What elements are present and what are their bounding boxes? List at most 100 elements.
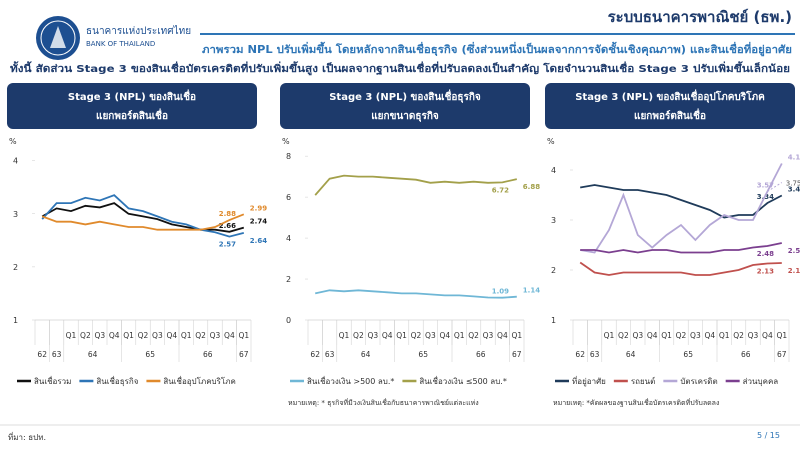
series-line — [579, 261, 782, 276]
legend-label: สินเชื่ออุปโภคบริโภค — [163, 375, 236, 386]
x-group-label: 67 — [239, 350, 249, 359]
data-label: 4.13 — [788, 154, 800, 162]
x-tick-label: Q2 — [195, 331, 206, 340]
x-group-label: 64 — [88, 350, 98, 359]
x-tick-label: Q1 — [776, 331, 787, 340]
x-tick-label: Q3 — [425, 331, 436, 340]
x-tick-label: Q4 — [224, 331, 235, 340]
x-tick-label: Q3 — [210, 331, 221, 340]
y-tick-label: 1 — [13, 316, 18, 325]
x-group-label: 64 — [626, 350, 636, 359]
x-tick-label: Q3 — [152, 331, 163, 340]
footnote: หมายเหตุ: * ธุรกิจที่มีวงเงินสินเชื่อกับ… — [288, 398, 479, 407]
series-line — [314, 174, 518, 196]
x-tick-label: Q3 — [483, 331, 494, 340]
y-tick-label: 6 — [286, 193, 291, 202]
legend-label: สินเชื่อรวม — [34, 375, 72, 386]
x-tick-label: Q2 — [411, 331, 422, 340]
x-tick-label: Q4 — [704, 331, 715, 340]
x-tick-label: Q2 — [733, 331, 744, 340]
x-group-label: 62 — [575, 350, 585, 359]
chart-subtitle: แยกขนาดธุรกิจ — [371, 110, 439, 122]
x-group-label: 64 — [361, 350, 371, 359]
y-tick-label: 2 — [551, 266, 556, 275]
series-line — [580, 163, 783, 254]
y-axis-label: % — [9, 137, 17, 146]
x-tick-label: Q2 — [618, 331, 629, 340]
series-line — [41, 202, 245, 233]
org-name-th: ธนาคารแห่งประเทศไทย — [86, 25, 191, 37]
source: ที่มา: ธปท. — [8, 431, 46, 442]
y-tick-label: 4 — [551, 166, 556, 175]
x-group-label: 63 — [52, 350, 62, 359]
x-group-label: 67 — [512, 350, 522, 359]
x-tick-label: Q3 — [690, 331, 701, 340]
y-tick-label: 8 — [286, 152, 291, 161]
data-label: 2.13 — [757, 268, 774, 276]
y-axis-label: % — [282, 137, 290, 146]
x-tick-label: Q2 — [676, 331, 687, 340]
x-group-label: 65 — [145, 350, 155, 359]
data-label: 3.57 — [757, 182, 774, 190]
legend-label: สินเชื่อธุรกิจ — [96, 375, 138, 386]
data-label: 2.54 — [788, 247, 800, 255]
y-tick-label: 2 — [13, 263, 18, 272]
x-group-label: 62 — [310, 350, 320, 359]
legend-label: บัตรเครดิต — [680, 377, 717, 386]
data-label: 2.74 — [250, 218, 267, 226]
chart-title: Stage 3 (NPL) ของสินเชื่อธุรกิจ — [329, 89, 481, 103]
x-group-label: 65 — [683, 350, 693, 359]
x-tick-label: Q4 — [382, 331, 393, 340]
x-tick-label: Q1 — [66, 331, 77, 340]
page-number: 5 / 15 — [757, 431, 780, 440]
data-label: 1.14 — [523, 287, 540, 295]
x-tick-label: Q3 — [632, 331, 643, 340]
data-label: 6.72 — [492, 186, 509, 194]
x-tick-label: Q4 — [166, 331, 177, 340]
data-label: 1.09 — [492, 288, 509, 296]
x-group-label: 63 — [590, 350, 600, 359]
panel-header — [7, 83, 257, 129]
legend-label: สินเชื่อวงเงิน >500 ลบ.* — [307, 375, 395, 386]
org-name-en: BANK OF THAILAND — [86, 40, 155, 48]
slide-title: ระบบธนาคารพาณิชย์ (ธพ.) — [608, 8, 792, 26]
annotation: 3.75* — [786, 180, 800, 188]
x-tick-label: Q3 — [367, 331, 378, 340]
y-tick-label: 4 — [286, 234, 291, 243]
x-tick-label: Q1 — [339, 331, 350, 340]
x-tick-label: Q4 — [762, 331, 773, 340]
x-tick-label: Q1 — [396, 331, 407, 340]
x-tick-label: Q3 — [94, 331, 105, 340]
x-group-label: 66 — [203, 350, 213, 359]
x-group-label: 62 — [37, 350, 47, 359]
legend-label: รถยนต์ — [631, 376, 656, 386]
y-tick-label: 4 — [13, 157, 18, 166]
chart-title: Stage 3 (NPL) ของสินเชื่ออุปโภคบริโภค — [575, 89, 765, 103]
y-tick-label: 1 — [551, 316, 556, 325]
x-tick-label: Q4 — [439, 331, 450, 340]
annotation-mark — [767, 182, 783, 192]
y-tick-label: 0 — [286, 316, 291, 325]
series-line — [41, 194, 245, 238]
data-label: 2.88 — [219, 210, 236, 218]
data-label: 2.57 — [219, 241, 236, 249]
chart-subtitle: แยกพอร์ตสินเชื่อ — [96, 108, 168, 122]
series-line — [580, 184, 783, 219]
x-tick-label: Q2 — [353, 331, 364, 340]
footnote: หมายเหตุ: *คัดผลของฐานสินเชื่อบัตรเครดิต… — [553, 398, 719, 407]
x-tick-label: Q2 — [138, 331, 149, 340]
chart-title: Stage 3 (NPL) ของสินเชื่อ — [68, 89, 196, 103]
x-group-label: 66 — [741, 350, 751, 359]
x-tick-label: Q1 — [181, 331, 192, 340]
x-group-label: 66 — [476, 350, 486, 359]
x-group-label: 63 — [325, 350, 335, 359]
x-tick-label: Q2 — [80, 331, 91, 340]
data-label: 2.48 — [757, 250, 774, 258]
x-tick-label: Q3 — [748, 331, 759, 340]
data-label: 2.64 — [250, 237, 267, 245]
legend-label: สินเชื่อวงเงิน ≤500 ลบ.* — [419, 375, 507, 386]
panel-header — [280, 83, 530, 129]
subline: ทั้งนี้ สัดส่วน Stage 3 ของสินเชื่อบัตรเ… — [10, 61, 790, 76]
data-label: 2.99 — [250, 204, 267, 212]
